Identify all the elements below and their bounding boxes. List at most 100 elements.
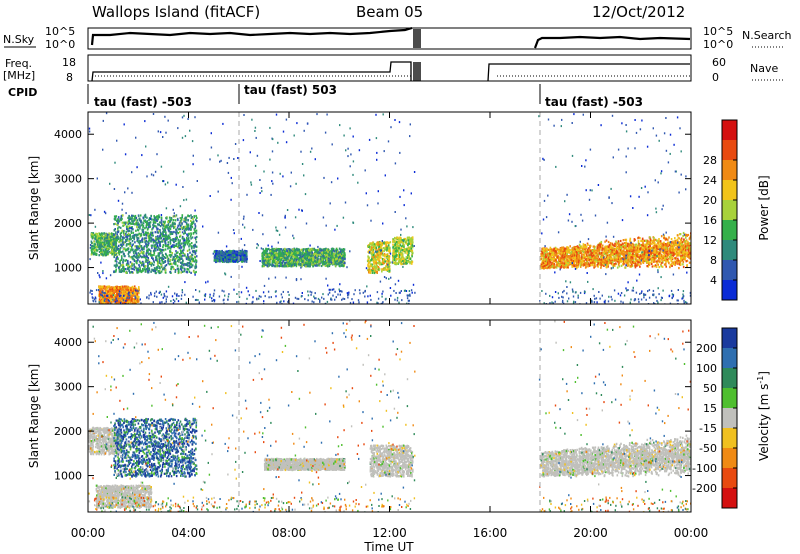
power-echo-cell [175,233,178,236]
power-echo-cell [163,227,166,231]
power-echo-cell [128,214,130,218]
power-echo-cell [115,238,118,241]
power-echo-cell [127,216,129,219]
power-echo-cell [122,296,125,299]
power-echo-cell [189,243,191,246]
power-echo-cell [225,258,228,261]
power-echo-cell [96,232,99,236]
power-echo-cell [265,262,267,265]
power-echo-cell [174,225,176,228]
power-echo-cell [265,255,268,258]
power-echo-cell [384,247,386,250]
power-echo-cell [189,235,192,238]
power-echo-cell [275,254,278,257]
power-echo-cell [165,233,167,236]
power-echo-cell [162,235,164,238]
power-echo-cell [372,243,374,246]
power-echo-cell [190,227,192,230]
power-echo-cell [187,239,189,242]
power-echo-cell [130,288,132,292]
power-echo-cell [308,260,310,263]
power-echo-cell [335,263,338,266]
power-echo-cell [167,243,170,246]
power-echo-cell [314,264,317,267]
power-echo-cell [308,253,311,257]
power-echo-cell [123,237,125,240]
power-echo-cell [386,269,389,272]
power-echo-cell [228,251,230,254]
power-echo-cell [278,253,281,257]
power-echo-cell [140,262,143,265]
power-echo-cell [124,287,127,290]
power-echo-cell [332,258,335,262]
power-echo-cell [371,263,373,266]
power-echo-cell [122,214,124,217]
power-echo-cell [380,252,383,255]
power-echo-cell [93,249,96,252]
power-echo-cell [104,287,106,290]
power-echo-cell [263,265,265,268]
power-echo-cell [315,254,318,257]
power-echo-cell [92,245,95,248]
power-echo-cell [147,248,150,251]
power-echo-cell [117,244,120,247]
power-echo-cell [100,291,102,294]
cpid-segment-2: tau (fast) 503 [244,83,337,97]
power-echo-cell [303,257,306,260]
power-echo-cell [110,292,112,295]
power-echo-cell [327,257,330,260]
power-echo-cell [148,267,151,270]
power-echo-cell [190,237,192,240]
power-echo-cell [272,251,274,254]
power-echo-cell [172,221,174,224]
power-echo-cell [115,296,117,299]
power-echo-cell [157,236,160,239]
power-echo-cell [108,288,111,291]
power-echo-cell [175,256,178,259]
power-echo-cell [141,270,143,273]
noise-tick-high: 10^5 [45,25,75,38]
power-echo-cell [324,263,326,266]
power-echo-cell [367,261,370,264]
power-echo-cell [129,301,132,304]
power-echo-cell [174,258,176,261]
power-echo-cell [164,252,167,255]
power-echo-cell [115,300,118,303]
power-echo-cell [303,260,305,263]
power-echo-cell [119,292,121,295]
power-echo-cell [179,224,181,227]
power-echo-cell [332,262,334,265]
power-echo-cell [126,247,129,251]
power-echo-cell [167,235,169,238]
power-echo-cell [230,259,233,262]
power-echo-cell [177,224,179,227]
power-echo-cell [178,256,181,259]
power-echo-cell [103,244,106,247]
power-echo-cell [130,231,133,234]
power-echo-cell [174,215,177,218]
power-echo-cell [136,238,139,241]
power-echo-cell [138,239,140,243]
power-echo-cell [114,287,116,290]
power-echo-cell [265,248,268,251]
power-echo-cell [118,240,120,244]
power-echo-cell [122,289,125,292]
power-echo-cell [373,265,376,268]
power-echo-cell [274,256,277,259]
power-echo-cell [153,244,156,247]
power-echo-cell [173,226,175,230]
power-echo-cell [381,243,384,246]
power-echo-cell [317,255,320,258]
power-echo-cell [126,238,128,241]
power-echo-cell [311,261,313,264]
power-echo-cell [174,237,177,240]
power-echo-cell [115,249,117,252]
power-echo-cell [218,256,221,259]
power-echo-cell [97,241,99,244]
power-echo-cell [152,234,154,237]
power-echo-cell [402,250,404,253]
power-echo-cell [375,270,377,273]
power-echo-cell [121,264,123,267]
power-echo-cell [406,255,409,258]
power-echo-cell [103,297,105,300]
